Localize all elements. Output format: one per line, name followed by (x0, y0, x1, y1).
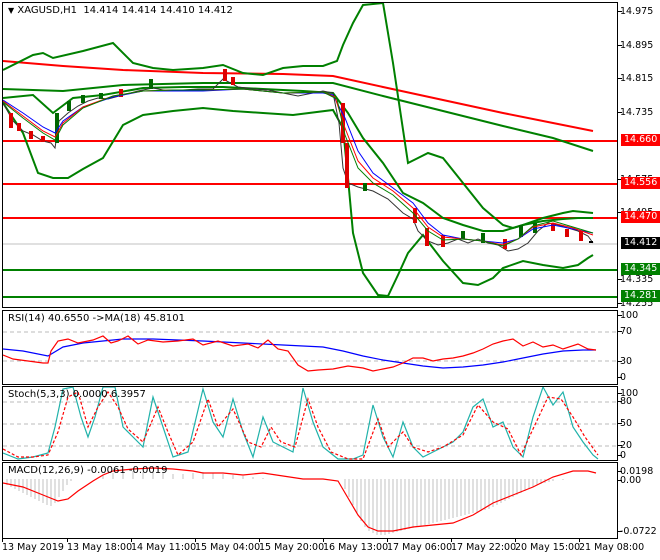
time-tick: 15 May 20:00 (259, 538, 325, 553)
time-axis: 13 May 2019 13 May 18:00 14 May 11:00 15… (2, 538, 644, 560)
macd-title: MACD(12,26,9) -0.0061 -0.0019 (8, 465, 168, 476)
ohlc-values: 14.414 14.414 14.410 14.412 (83, 5, 233, 16)
chart-header: ▼ XAGUSD,H1 14.414 14.414 14.410 14.412 (8, 5, 233, 16)
level-tag-resistance: 14.556 (621, 177, 660, 189)
price-tick: 14.335 (617, 274, 654, 285)
time-tick: 20 May 15:00 (515, 538, 581, 553)
stoch-plot (3, 387, 617, 460)
rsi-tick: 100 (617, 310, 639, 321)
stoch-tick: 0 (617, 450, 627, 461)
rsi-title: RSI(14) 40.6550 ->MA(18) 45.8101 (8, 313, 185, 324)
price-tick: 14.735 (617, 107, 654, 118)
price-plot (3, 3, 617, 298)
time-tick: 14 May 11:00 (131, 538, 197, 553)
rsi-pane[interactable]: RSI(14) 40.6550 ->MA(18) 45.8101 (2, 310, 618, 385)
price-tick: 14.895 (617, 40, 654, 51)
triangle-down-icon[interactable]: ▼ (8, 6, 15, 15)
stoch-tick: 50 (617, 418, 633, 429)
level-tag-resistance: 14.470 (621, 211, 660, 223)
stoch-tick: 100 (617, 388, 639, 399)
stoch-tick: 20 (617, 440, 633, 451)
price-tick: 14.975 (617, 6, 654, 17)
macd-tick: -0.0722 (618, 526, 657, 537)
macd-axis: 0.0198 0.00 -0.0722 (617, 462, 660, 540)
stochastic-pane[interactable]: Stoch(5,3,3) 0.0000 6.3957 (2, 386, 618, 461)
current-price-tag: 14.412 (621, 237, 660, 249)
rsi-axis: 100 70 30 0 (617, 310, 660, 386)
price-tick: 14.255 (617, 298, 654, 309)
symbol-label: XAGUSD,H1 (17, 5, 78, 16)
stoch-tick: 80 (617, 396, 633, 407)
price-tick: 14.815 (617, 73, 654, 84)
time-tick: 21 May 08:00 (579, 538, 645, 553)
level-tag-support: 14.345 (621, 263, 660, 275)
macd-pane[interactable]: MACD(12,26,9) -0.0061 -0.0019 (2, 462, 618, 539)
macd-plot (3, 467, 597, 535)
level-tag-resistance: 14.660 (621, 134, 660, 146)
time-tick: 15 May 04:00 (195, 538, 261, 553)
price-axis: 14.975 14.895 14.815 14.735 14.575 14.49… (617, 0, 660, 310)
rsi-tick: 70 (617, 326, 633, 337)
stoch-title: Stoch(5,3,3) 0.0000 6.3957 (8, 389, 146, 400)
stoch-axis: 100 80 50 20 0 (617, 386, 660, 462)
level-tag-support: 14.281 (621, 290, 660, 302)
time-tick: 17 May 22:00 (451, 538, 517, 553)
time-tick: 16 May 13:00 (323, 538, 389, 553)
time-tick: 17 May 06:00 (387, 538, 453, 553)
macd-tick: 0.00 (617, 475, 642, 486)
main-chart-pane[interactable]: ▼ XAGUSD,H1 14.414 14.414 14.410 14.412 (2, 2, 618, 308)
rsi-tick: 0 (617, 372, 627, 383)
rsi-plot (3, 331, 617, 372)
rsi-tick: 30 (617, 356, 633, 367)
macd-tick: 0.0198 (617, 466, 654, 477)
time-tick: 13 May 2019 (2, 538, 64, 553)
time-tick: 13 May 18:00 (67, 538, 133, 553)
